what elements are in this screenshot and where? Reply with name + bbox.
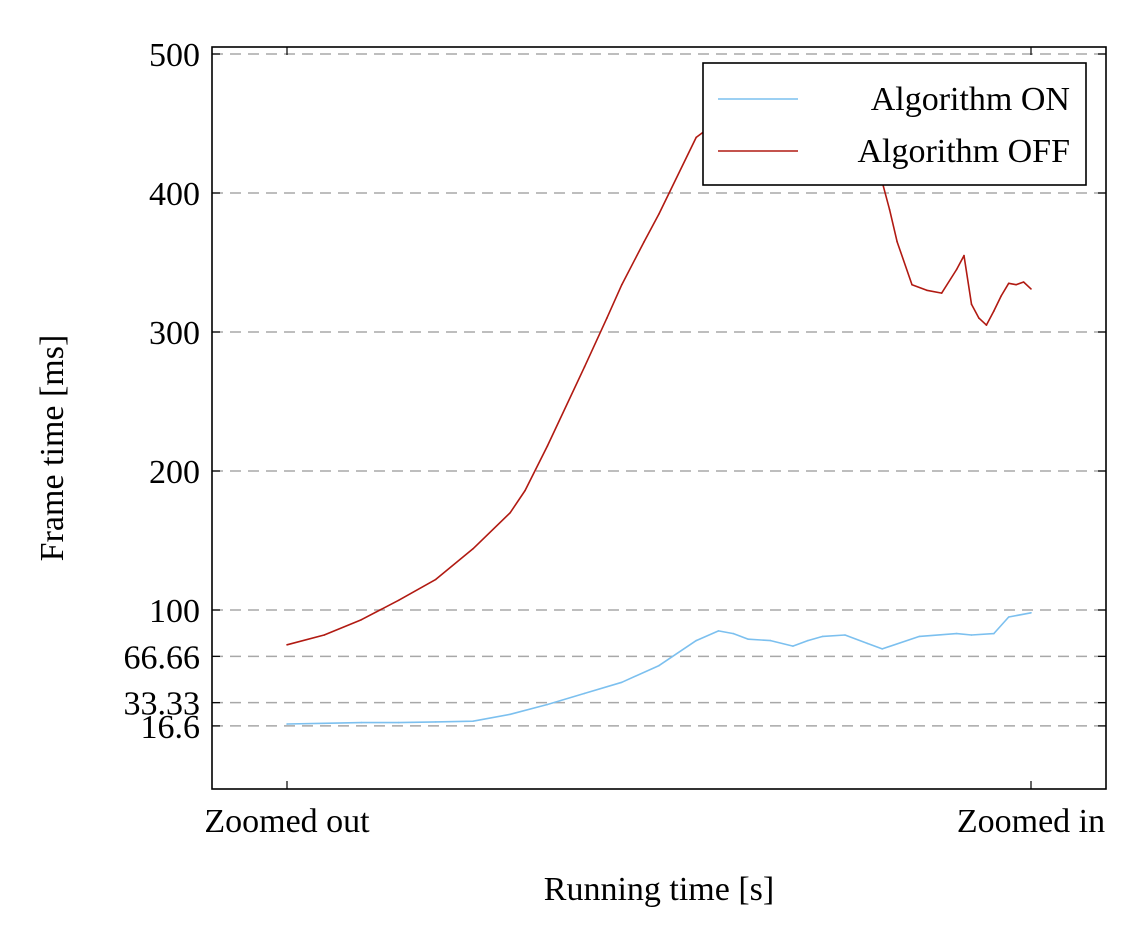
data-point [955, 632, 958, 635]
data-point [732, 632, 735, 635]
data-point [993, 632, 995, 635]
data-point [360, 618, 363, 621]
data-point [821, 635, 824, 638]
data-point [621, 283, 623, 286]
y-tick-label: 500 [149, 37, 200, 74]
data-point [360, 721, 363, 724]
y-tick-label: 16.6 [141, 709, 201, 746]
data-point [955, 268, 958, 271]
data-point [435, 578, 437, 581]
data-point [911, 283, 913, 286]
data-point [970, 634, 973, 636]
y-tick-labels: 16.633.33 66.66 100 200 300 400 500 [124, 37, 201, 746]
data-point [896, 240, 898, 243]
x-tick-labels: Zoomed out Zoomed in [204, 803, 1105, 840]
data-point [583, 692, 586, 695]
y-tick-label: 100 [149, 593, 200, 630]
data-point [1015, 283, 1017, 286]
data-point [844, 634, 846, 636]
data-point [509, 713, 512, 716]
legend-label-algorithm-off: Algorithm OFF [857, 133, 1070, 170]
data-point [695, 639, 697, 642]
data-point [583, 365, 586, 368]
y-tick-label: 400 [149, 176, 200, 213]
data-point [1007, 282, 1010, 285]
data-point [769, 639, 772, 642]
data-point [926, 289, 928, 292]
y-tick-label: 200 [149, 454, 200, 491]
data-point [940, 292, 943, 294]
data-point [888, 208, 891, 211]
data-point [918, 635, 921, 638]
legend-box [702, 62, 1087, 186]
data-point [606, 317, 608, 319]
data-point [717, 630, 720, 632]
data-point [509, 511, 512, 514]
data-point [524, 489, 526, 492]
y-tick-label: 66.66 [124, 639, 201, 676]
data-point [435, 721, 437, 723]
data-point [993, 310, 995, 312]
data-point [286, 723, 288, 725]
series-layer [286, 125, 1032, 725]
data-point [985, 324, 988, 326]
data-point [658, 664, 660, 667]
series-line-algorithm-on [286, 612, 1032, 725]
data-point [323, 634, 326, 636]
x-tick-label: Zoomed out [204, 803, 370, 840]
legend: Algorithm ON Algorithm OFF [702, 62, 1087, 186]
data-point [1000, 295, 1002, 297]
data-point [807, 639, 809, 642]
data-point [286, 644, 288, 646]
data-point [792, 645, 794, 647]
data-point [397, 721, 400, 724]
data-point [747, 638, 750, 640]
axis-ticks [212, 47, 1106, 789]
data-point [963, 254, 965, 257]
data-point [1007, 616, 1010, 618]
data-point [1022, 281, 1025, 283]
data-point [546, 703, 549, 706]
data-point [397, 599, 400, 602]
data-point [1030, 288, 1032, 290]
data-point [323, 722, 326, 725]
data-point [695, 136, 697, 139]
x-tick-label: Zoomed in [957, 803, 1105, 840]
data-point [472, 720, 474, 722]
data-point [1030, 612, 1032, 614]
series-line-algorithm-off [286, 125, 1032, 646]
data-point [978, 317, 980, 319]
plot-frame [211, 46, 1107, 790]
data-point [546, 445, 549, 447]
y-axis-title: Frame time [ms] [34, 335, 71, 562]
legend-label-algorithm-on: Algorithm ON [871, 81, 1070, 118]
data-point [643, 240, 645, 243]
data-point [658, 213, 660, 215]
y-tick-label: 33.33 [124, 686, 201, 723]
data-point [881, 648, 883, 650]
data-point [970, 303, 973, 306]
y-tick-label: 300 [149, 315, 200, 352]
grid-lines [212, 53, 1106, 727]
data-point [472, 548, 474, 550]
data-point [866, 642, 869, 645]
data-point [621, 681, 623, 684]
x-axis-title: Running time [s] [544, 871, 774, 908]
